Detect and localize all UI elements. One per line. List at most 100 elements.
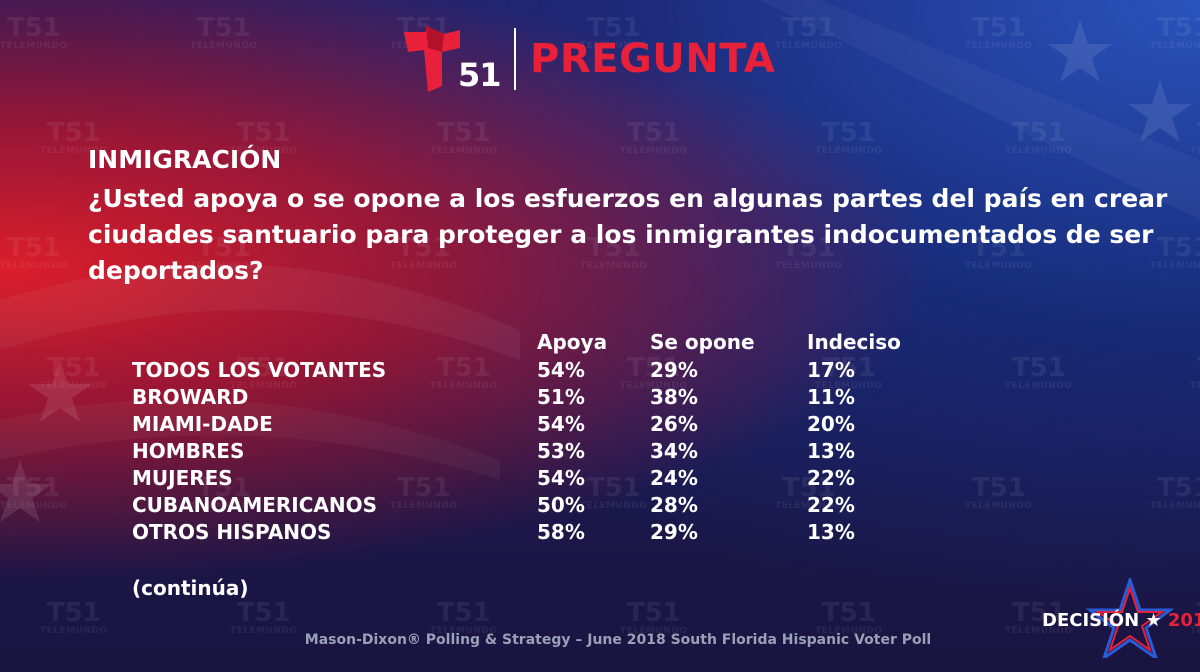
watermark-logo-number: T51	[46, 598, 101, 628]
watermark-text: TELEMUNDO	[190, 41, 258, 51]
header: 51 PREGUNTA	[402, 26, 776, 94]
column-header-apoya: Apoya	[537, 330, 608, 354]
watermark-logo-number: T51	[6, 233, 61, 263]
value-se-opone: 38%	[650, 385, 698, 409]
question-text: ¿Usted apoya o se opone a los esfuerzos …	[88, 184, 1168, 285]
watermark-logo-number: T51	[821, 118, 876, 148]
watermark-text: TELEMUNDO	[620, 146, 688, 156]
watermark-text: TELEMUNDO	[430, 381, 498, 391]
watermark-logo-number: T51	[781, 13, 836, 43]
row-label: OTROS HISPANOS	[132, 520, 332, 544]
watermark-logo-number: T51	[436, 118, 491, 148]
value-se-opone: 29%	[650, 520, 698, 544]
topic-heading: INMIGRACIÓN	[88, 145, 282, 174]
watermark-logo-number: T51	[1011, 353, 1066, 383]
value-indeciso: 17%	[807, 358, 855, 382]
source-footer: Mason-Dixon® Polling & Strategy – June 2…	[304, 632, 932, 648]
watermark-text: TELEMUNDO	[1150, 501, 1200, 511]
continues-note: (continúa)	[132, 576, 249, 600]
header-title: PREGUNTA	[530, 36, 776, 82]
watermark-text: TELEMUNDO	[1150, 41, 1200, 51]
decision-word: DECISIÓN	[1042, 610, 1140, 631]
watermark-text: TELEMUNDO	[1005, 146, 1073, 156]
decision-2018-logo: DECISIÓN ★ 2018	[1040, 575, 1200, 662]
watermark-text: TELEMUNDO	[0, 41, 68, 51]
decision-logo-text: DECISIÓN ★ 2018	[1042, 610, 1200, 631]
header-divider	[514, 28, 516, 90]
decision-star-icon: ★	[1139, 610, 1168, 631]
watermark-text: TELEMUNDO	[965, 501, 1033, 511]
watermark-text: TELEMUNDO	[0, 501, 68, 511]
watermark-logo-number: T51	[586, 473, 641, 503]
watermark-logo-number: T51	[971, 13, 1026, 43]
watermark-logo-number: T51	[1156, 13, 1200, 43]
value-indeciso: 13%	[807, 520, 855, 544]
value-apoya: 53%	[537, 439, 585, 463]
star-icon	[1085, 575, 1175, 662]
row-label: TODOS LOS VOTANTES	[132, 358, 387, 382]
logo-number: 51	[458, 56, 502, 94]
watermark-text: TELEMUNDO	[965, 41, 1033, 51]
value-se-opone: 26%	[650, 412, 698, 436]
watermark-logo-number: T51	[6, 473, 61, 503]
column-header-indeciso: Indeciso	[807, 330, 901, 354]
watermark-text: TELEMUNDO	[1005, 381, 1073, 391]
value-indeciso: 13%	[807, 439, 855, 463]
telemundo-t-icon	[404, 26, 460, 92]
telemundo-51-logo: 51	[402, 26, 502, 94]
watermark-logo-number: T51	[626, 598, 681, 628]
watermark-logo-number: T51	[196, 13, 251, 43]
watermark-text: TELEMUNDO	[1190, 381, 1200, 391]
value-indeciso: 22%	[807, 493, 855, 517]
watermark-text: TELEMUNDO	[0, 261, 68, 271]
watermark-logo-number: T51	[46, 118, 101, 148]
value-se-opone: 24%	[650, 466, 698, 490]
decision-year: 2018	[1167, 610, 1200, 631]
watermark-text: TELEMUNDO	[430, 146, 498, 156]
row-label: MIAMI-DADE	[132, 412, 273, 436]
column-header-se-opone: Se opone	[650, 330, 755, 354]
value-se-opone: 34%	[650, 439, 698, 463]
watermark-logo-number: T51	[821, 598, 876, 628]
value-apoya: 50%	[537, 493, 585, 517]
value-se-opone: 28%	[650, 493, 698, 517]
value-apoya: 54%	[537, 358, 585, 382]
watermark-logo-number: T51	[436, 353, 491, 383]
watermark-logo-number: T51	[396, 473, 451, 503]
watermark-logo-number: T51	[971, 473, 1026, 503]
watermark-logo-number: T51	[1011, 118, 1066, 148]
value-se-opone: 29%	[650, 358, 698, 382]
row-label: CUBANOAMERICANOS	[132, 493, 378, 517]
watermark-logo-number: T51	[1190, 120, 1200, 146]
value-indeciso: 20%	[807, 412, 855, 436]
value-apoya: 51%	[537, 385, 585, 409]
watermark-logo-number: T51	[236, 118, 291, 148]
watermark-text: TELEMUNDO	[580, 501, 648, 511]
watermark-text: TELEMUNDO	[815, 146, 883, 156]
value-apoya: 58%	[537, 520, 585, 544]
watermark-logo-number: T51	[1190, 355, 1200, 381]
watermark-text: TELEMUNDO	[40, 381, 108, 391]
row-label: MUJERES	[132, 466, 233, 490]
watermark-text: TELEMUNDO	[1190, 146, 1200, 156]
